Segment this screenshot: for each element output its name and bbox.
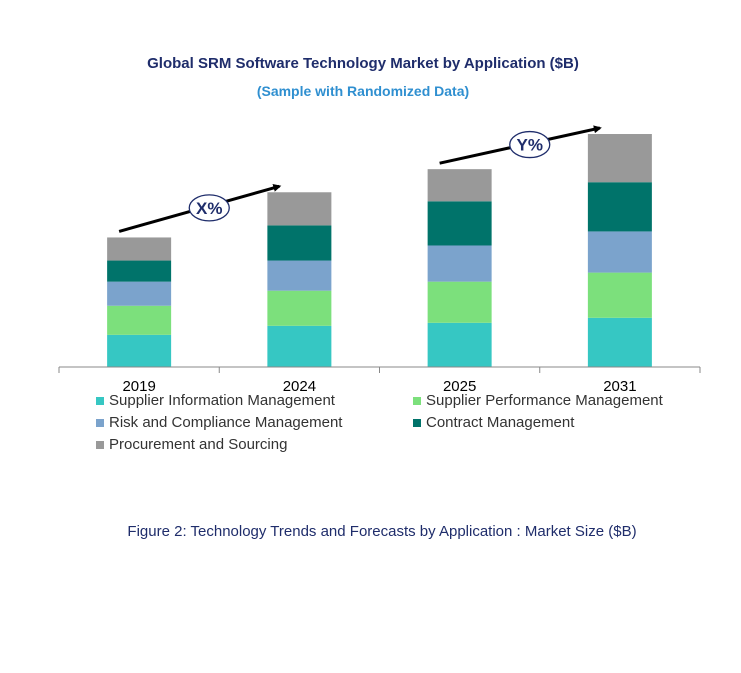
x-tick-label: 2024: [283, 378, 316, 395]
bar-segment-2019-3: [107, 281, 172, 306]
bars-layer: [107, 134, 652, 367]
bar-segment-2025-2: [427, 281, 492, 323]
legend-label: Risk and Compliance Management: [109, 414, 343, 431]
x-tick-label: 2019: [122, 378, 155, 395]
bar-segment-2024-3: [267, 260, 332, 291]
bar-segment-2025-1: [427, 322, 492, 367]
x-tick-label: 2031: [603, 378, 636, 395]
bar-segment-2025-3: [427, 245, 492, 282]
legend-swatch: [96, 419, 104, 427]
legend: Supplier Information Management Supplier …: [96, 392, 664, 453]
bar-segment-2024-5: [267, 192, 332, 226]
bar-segment-2025-4: [427, 201, 492, 246]
chart-subtitle: (Sample with Randomized Data): [257, 83, 469, 99]
legend-swatch: [96, 397, 104, 405]
figure-caption: Figure 2: Technology Trends and Forecast…: [127, 523, 636, 540]
x-tick-label: 2025: [443, 378, 476, 395]
bar-segment-2019-2: [107, 305, 172, 335]
bar-segment-2031-4: [587, 182, 652, 232]
growth-label: Y%: [517, 136, 543, 155]
bar-segment-2031-1: [587, 317, 652, 367]
bar-segment-2024-4: [267, 225, 332, 261]
bar-segment-2019-1: [107, 334, 172, 367]
bar-segment-2024-2: [267, 290, 332, 326]
growth-badge: [509, 130, 551, 159]
legend-label: Contract Management: [426, 414, 575, 431]
growth-label: X%: [196, 199, 222, 218]
bar-segment-2019-4: [107, 260, 172, 282]
bar-segment-2031-5: [587, 134, 652, 183]
legend-label: Supplier Performance Management: [426, 392, 664, 409]
bar-segment-2025-5: [427, 169, 492, 202]
legend-swatch: [413, 419, 421, 427]
legend-label: Procurement and Sourcing: [109, 436, 287, 453]
x-axis-ticks: 2019 2024 2025 2031: [58, 367, 701, 395]
bar-segment-2019-5: [107, 237, 172, 261]
growth-badge: [188, 194, 230, 222]
bar-segment-2031-2: [587, 272, 652, 318]
legend-swatch: [413, 397, 421, 405]
legend-swatch: [96, 441, 104, 449]
legend-label: Supplier Information Management: [109, 392, 336, 409]
growth-annotations: X% Y%: [118, 125, 602, 233]
chart-title: Global SRM Software Technology Market by…: [147, 55, 579, 72]
bar-segment-2031-3: [587, 231, 652, 273]
bar-segment-2024-1: [267, 325, 332, 367]
